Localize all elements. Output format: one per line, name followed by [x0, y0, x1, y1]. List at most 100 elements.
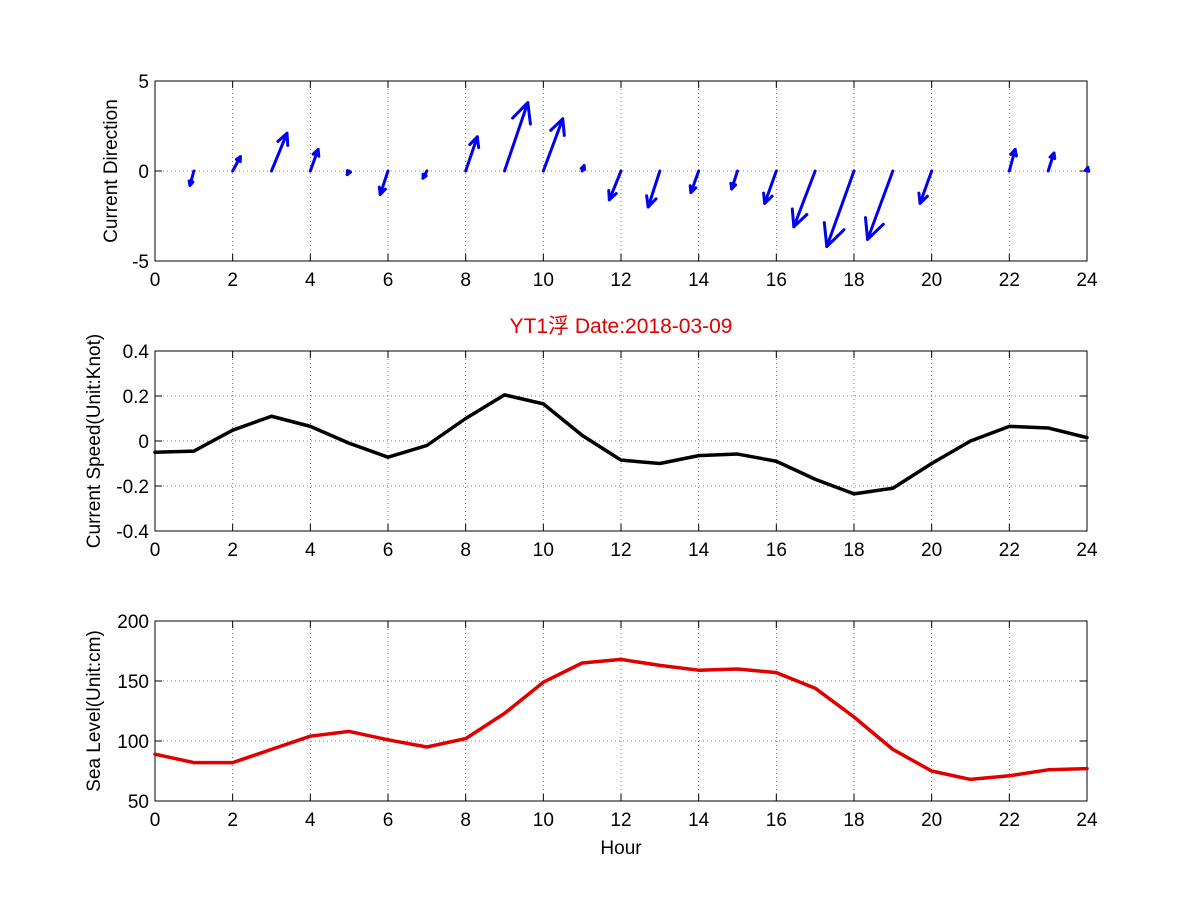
arrow-head	[863, 216, 885, 241]
x-tick-label: 4	[305, 810, 316, 831]
x-tick-label: 0	[150, 540, 161, 561]
x-tick-label: 22	[999, 270, 1020, 291]
arrow-head	[345, 169, 352, 177]
y-tick-label: 100	[117, 732, 149, 753]
y-tick-label: -5	[132, 252, 149, 273]
x-tick-label: 0	[150, 810, 161, 831]
x-tick-label: 16	[766, 810, 787, 831]
series-line	[153, 393, 1089, 496]
current-arrow	[688, 169, 701, 195]
current-arrow	[645, 169, 662, 209]
y-axis-label: Current Speed(Unit:Knot)	[84, 334, 105, 548]
x-tick-label: 12	[610, 270, 631, 291]
x-tick-label: 10	[533, 540, 554, 561]
x-tick-label: 4	[305, 540, 316, 561]
arrow-head	[1083, 165, 1091, 173]
x-tick-label: 8	[460, 540, 471, 561]
arrow-head	[468, 135, 481, 150]
current-arrow	[270, 131, 290, 173]
x-tick-label: 6	[383, 270, 394, 291]
y-tick-label: 0	[138, 432, 149, 453]
x-tick-label: 18	[843, 540, 864, 561]
x-tick-label: 2	[227, 540, 238, 561]
arrow-shaft	[689, 169, 701, 195]
arrow-head	[549, 117, 566, 137]
x-tick-label: 8	[460, 270, 471, 291]
x-tick-label: 16	[766, 270, 787, 291]
current-arrow	[308, 147, 321, 173]
arrow-head	[311, 147, 321, 158]
current-arrow	[917, 169, 934, 205]
arrow-head	[645, 194, 658, 209]
arrow-shaft	[646, 169, 662, 209]
arrow-head	[276, 131, 290, 147]
x-tick-label: 20	[921, 810, 942, 831]
x-axis-label: Hour	[600, 838, 642, 859]
arrow-head	[762, 191, 774, 205]
arrow-shaft	[763, 169, 778, 205]
current-arrow	[579, 164, 587, 173]
y-tick-label: 200	[117, 612, 149, 633]
arrow-head	[421, 172, 428, 180]
arrow-head	[187, 179, 195, 187]
current-arrow	[377, 169, 390, 196]
arrow-shaft	[918, 169, 934, 205]
x-tick-label: 20	[921, 540, 942, 561]
y-tick-label: 50	[128, 792, 149, 813]
chart-title: YT1浮 Date:2018-03-09	[510, 315, 733, 338]
arrow-shaft	[792, 169, 817, 229]
arrow-head	[234, 155, 242, 164]
x-tick-label: 22	[999, 810, 1020, 831]
current-arrow	[503, 101, 532, 173]
y-axis-label: Current Direction	[101, 99, 122, 243]
current-arrow	[822, 169, 856, 249]
current-arrow	[187, 169, 196, 187]
current-arrow	[1046, 151, 1057, 173]
arrow-head	[1009, 147, 1018, 158]
x-tick-label: 8	[460, 810, 471, 831]
current-arrow	[1007, 147, 1018, 173]
series-line	[153, 657, 1089, 782]
x-tick-label: 14	[688, 810, 710, 831]
y-tick-label: 0	[138, 162, 149, 183]
current-arrow	[231, 155, 242, 173]
x-tick-label: 2	[227, 270, 238, 291]
x-tick-label: 16	[766, 540, 787, 561]
arrow-head	[579, 164, 587, 172]
arrow-shaft	[378, 169, 390, 196]
x-tick-label: 24	[1076, 810, 1098, 831]
x-tick-label: 0	[150, 270, 161, 291]
y-tick-label: -0.2	[116, 477, 149, 498]
x-tick-label: 20	[921, 270, 942, 291]
current-arrow	[464, 135, 481, 173]
current-arrow	[541, 117, 566, 173]
current-arrow	[607, 169, 623, 202]
x-tick-label: 14	[688, 270, 710, 291]
arrow-head	[822, 221, 846, 249]
x-tick-label: 10	[533, 270, 554, 291]
arrow-head	[917, 191, 929, 205]
current-arrow	[421, 169, 429, 180]
x-tick-label: 4	[305, 270, 316, 291]
arrow-head	[377, 185, 387, 196]
current-arrow	[729, 169, 739, 191]
x-tick-label: 18	[843, 270, 864, 291]
y-tick-label: 0.4	[123, 342, 150, 363]
x-tick-label: 10	[533, 810, 554, 831]
arrow-shaft	[541, 117, 565, 173]
current-arrow	[790, 169, 817, 229]
current-arrow	[345, 169, 352, 177]
x-tick-label: 6	[383, 540, 394, 561]
y-tick-label: 5	[138, 72, 149, 93]
y-tick-label: -0.4	[116, 522, 149, 543]
arrow-shaft	[825, 169, 856, 249]
current-arrow	[863, 169, 895, 241]
x-tick-label: 18	[843, 810, 864, 831]
y-tick-label: 0.2	[123, 387, 149, 408]
arrow-shaft	[308, 147, 320, 173]
x-tick-label: 24	[1076, 270, 1098, 291]
y-axis-label: Sea Level(Unit:cm)	[84, 630, 105, 792]
